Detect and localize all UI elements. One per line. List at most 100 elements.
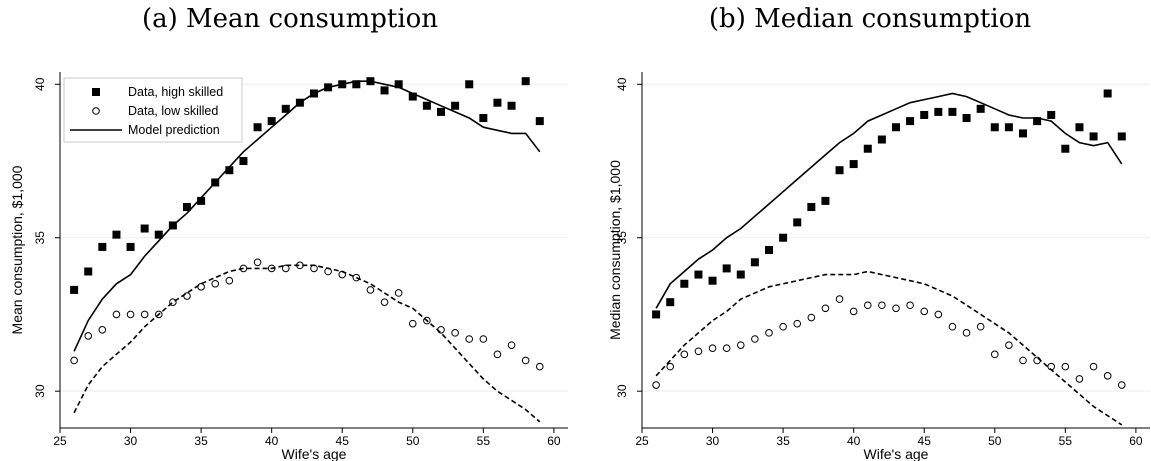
point-low-skilled <box>423 316 431 325</box>
point-high-skilled <box>666 298 675 307</box>
point-high-skilled <box>465 80 474 89</box>
point-high-skilled <box>253 123 262 132</box>
point-low-skilled <box>666 362 675 371</box>
model-line-low-skilled <box>73 264 541 423</box>
x-tick-label: 60 <box>547 434 561 448</box>
point-low-skilled <box>708 344 717 353</box>
point-low-skilled <box>1005 341 1013 349</box>
point-high-skilled <box>84 267 93 276</box>
point-high-skilled <box>507 101 516 110</box>
point-high-skilled <box>521 77 530 86</box>
point-low-skilled <box>140 310 149 319</box>
x-tick-label: 45 <box>918 434 932 448</box>
point-high-skilled <box>849 160 858 169</box>
point-high-skilled <box>694 270 703 279</box>
point-high-skilled <box>352 80 361 89</box>
point-high-skilled <box>750 258 759 267</box>
x-tick-label: 55 <box>1059 434 1073 448</box>
point-low-skilled <box>70 356 78 365</box>
point-high-skilled <box>934 107 943 116</box>
point-low-skilled <box>976 322 985 331</box>
point-low-skilled <box>493 350 502 359</box>
point-low-skilled <box>437 325 445 334</box>
x-axis-label: Wife's age <box>282 446 347 461</box>
point-high-skilled <box>408 92 417 101</box>
legend-label: Data, low skilled <box>128 104 218 118</box>
point-low-skilled <box>112 310 121 319</box>
point-high-skilled <box>976 104 985 113</box>
point-low-skilled <box>154 310 163 319</box>
point-high-skilled <box>479 114 488 123</box>
point-low-skilled <box>906 301 914 310</box>
model-line-high-skilled <box>655 92 1123 309</box>
point-low-skilled <box>722 344 731 353</box>
point-low-skilled <box>253 258 262 267</box>
point-low-skilled <box>352 273 361 282</box>
point-high-skilled <box>437 107 445 116</box>
point-low-skilled <box>849 307 858 316</box>
point-low-skilled <box>366 286 375 294</box>
point-high-skilled <box>1004 123 1013 132</box>
x-tick-label: 40 <box>847 434 861 448</box>
point-low-skilled <box>465 335 474 343</box>
point-low-skilled <box>652 381 660 389</box>
point-high-skilled <box>1075 123 1084 132</box>
point-low-skilled <box>962 329 971 337</box>
point-low-skilled <box>934 310 943 319</box>
point-high-skilled <box>920 110 929 119</box>
point-low-skilled <box>84 332 93 340</box>
x-axis-label: Wife's age <box>864 446 929 461</box>
point-low-skilled <box>479 335 488 343</box>
point-high-skilled <box>793 218 802 227</box>
point-low-skilled <box>126 310 135 319</box>
point-high-skilled <box>451 101 460 110</box>
point-low-skilled <box>948 322 957 331</box>
point-high-skilled <box>1103 89 1112 98</box>
point-low-skilled <box>521 356 530 365</box>
point-low-skilled <box>281 264 290 273</box>
point-high-skilled <box>239 157 248 165</box>
point-high-skilled <box>948 107 957 116</box>
legend: Data, high skilled Data, low skilled Model… <box>63 77 243 143</box>
point-low-skilled <box>920 307 929 316</box>
point-high-skilled <box>722 264 731 273</box>
point-high-skilled <box>1117 132 1126 141</box>
point-high-skilled <box>1047 110 1056 119</box>
point-low-skilled <box>451 329 459 337</box>
y-tick-label: 35 <box>33 231 47 245</box>
point-high-skilled <box>877 135 886 144</box>
point-low-skilled <box>779 322 787 331</box>
y-tick-label: 40 <box>33 77 47 91</box>
point-low-skilled <box>990 350 999 359</box>
point-high-skilled <box>821 196 830 205</box>
point-low-skilled <box>680 350 689 359</box>
point-low-skilled <box>736 341 745 349</box>
point-high-skilled <box>394 80 403 89</box>
x-tick-label: 25 <box>635 434 649 448</box>
point-low-skilled <box>507 341 516 349</box>
point-high-skilled <box>652 310 661 319</box>
point-high-skilled <box>70 285 79 294</box>
point-high-skilled <box>807 203 816 212</box>
point-high-skilled <box>1089 132 1098 141</box>
point-high-skilled <box>140 224 149 233</box>
point-high-skilled <box>126 242 135 251</box>
legend-swatch-circle <box>92 107 100 115</box>
point-high-skilled <box>183 203 191 212</box>
point-high-skilled <box>1019 129 1027 138</box>
x-tick-label: 50 <box>988 434 1002 448</box>
point-low-skilled <box>211 279 220 288</box>
point-low-skilled <box>751 335 759 343</box>
panel-a-title: (a) Mean consumption <box>141 4 439 34</box>
x-tick-label: 35 <box>194 434 208 448</box>
point-low-skilled <box>863 301 872 310</box>
point-low-skilled <box>807 313 816 322</box>
point-high-skilled <box>422 101 431 110</box>
point-low-skilled <box>380 298 389 306</box>
point-high-skilled <box>708 276 717 285</box>
x-tick-label: 30 <box>706 434 720 448</box>
x-tick-label: 25 <box>53 434 67 448</box>
point-high-skilled <box>990 123 999 132</box>
